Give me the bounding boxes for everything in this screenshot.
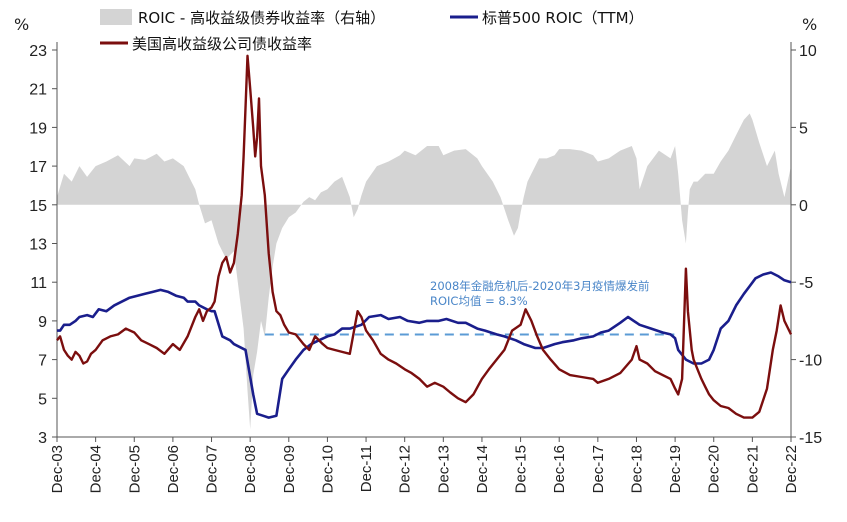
left-tick-label: 11	[30, 275, 47, 292]
left-tick-label: 7	[38, 353, 47, 370]
annotation-line1: 2008年金融危机后-2020年3月疫情爆发前	[430, 279, 650, 293]
x-tick-label: Dec-15	[513, 445, 530, 493]
series-area-roic-minus-hy	[57, 113, 791, 430]
legend-label-hy-yield: 美国高收益级公司债收益率	[132, 35, 312, 53]
x-tick-label: Dec-16	[551, 445, 568, 493]
left-tick-label: 23	[29, 43, 47, 60]
x-tick-label: Dec-17	[590, 445, 607, 493]
x-tick-label: Dec-10	[319, 445, 336, 493]
x-tick-label: Dec-06	[165, 445, 182, 493]
legend: ROIC - 高收益级债券收益率（右轴） 标普500 ROIC（TTM） 美国高…	[100, 9, 644, 53]
x-tick-label: Dec-03	[49, 445, 66, 493]
x-tick-label: Dec-07	[204, 445, 221, 493]
x-tick-label: Dec-14	[474, 445, 491, 493]
left-tick-label: 9	[38, 314, 47, 331]
legend-label-roic: 标普500 ROIC（TTM）	[482, 9, 644, 27]
series-line-sp500-roic	[57, 271, 792, 419]
annotation-line2: ROIC均值 = 8.3%	[430, 294, 528, 308]
left-axis-unit: %	[14, 15, 29, 34]
x-tick-label: Dec-09	[281, 445, 298, 493]
right-tick-label: 5	[799, 120, 808, 137]
left-tick-label: 13	[29, 237, 47, 254]
x-tick-label: Dec-11	[358, 445, 375, 492]
left-tick-label: 19	[29, 120, 47, 137]
right-tick-label: -15	[799, 430, 822, 447]
legend-label-area: ROIC - 高收益级债券收益率（右轴）	[138, 9, 385, 27]
right-tick-label: 0	[799, 198, 808, 215]
x-tick-label: Dec-20	[706, 445, 723, 493]
x-tick-label: Dec-08	[242, 445, 259, 493]
right-tick-label: -5	[799, 275, 813, 292]
legend-swatch-area	[100, 9, 132, 25]
x-tick-label: Dec-04	[88, 445, 105, 493]
right-axis-unit: %	[802, 15, 817, 34]
series-line-hy-yield	[56, 54, 793, 419]
right-tick-label: -10	[799, 353, 822, 370]
x-tick-label: Dec-18	[628, 445, 645, 493]
x-tick-label: Dec-19	[667, 445, 684, 493]
left-tick-label: 21	[29, 82, 47, 99]
x-tick-label: Dec-21	[744, 445, 761, 493]
x-tick-label: Dec-12	[397, 445, 414, 493]
x-tick-label: Dec-13	[435, 445, 452, 493]
right-tick-label: 10	[799, 43, 817, 60]
left-tick-label: 17	[29, 159, 47, 176]
left-tick-label: 15	[29, 198, 47, 215]
x-tick-label: Dec-22	[783, 445, 800, 493]
left-tick-label: 3	[38, 430, 47, 447]
x-tick-label: Dec-05	[126, 445, 143, 493]
left-tick-label: 5	[38, 391, 47, 408]
plot-area: 3 5 7 9 11 13 15 17 19 21 23 -15 -10 -5 0 5 10 Dec-03 Dec-…	[29, 42, 822, 493]
